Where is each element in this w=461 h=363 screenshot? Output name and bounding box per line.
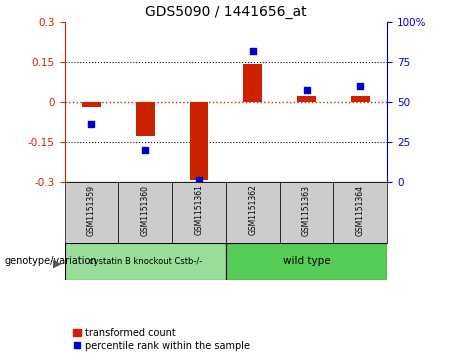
Bar bbox=[243, 64, 262, 102]
Bar bbox=[333, 182, 387, 243]
Text: GSM1151363: GSM1151363 bbox=[302, 184, 311, 236]
Point bbox=[357, 83, 364, 89]
Bar bbox=[351, 96, 370, 102]
Text: wild type: wild type bbox=[283, 256, 331, 266]
Point bbox=[249, 48, 256, 53]
Bar bbox=[82, 102, 101, 107]
Legend: transformed count, percentile rank within the sample: transformed count, percentile rank withi… bbox=[70, 324, 254, 355]
Text: GSM1151359: GSM1151359 bbox=[87, 184, 96, 236]
Text: GSM1151362: GSM1151362 bbox=[248, 184, 257, 236]
Point bbox=[195, 177, 203, 183]
Point bbox=[88, 121, 95, 127]
Text: genotype/variation: genotype/variation bbox=[5, 256, 97, 266]
Bar bbox=[226, 182, 280, 243]
Text: GSM1151361: GSM1151361 bbox=[195, 184, 203, 236]
Text: cystatin B knockout Cstb-/-: cystatin B knockout Cstb-/- bbox=[89, 257, 202, 266]
Bar bbox=[172, 182, 226, 243]
Bar bbox=[65, 243, 226, 280]
Bar bbox=[136, 102, 154, 136]
Bar bbox=[226, 243, 387, 280]
Text: GSM1151364: GSM1151364 bbox=[356, 184, 365, 236]
Text: ▶: ▶ bbox=[53, 258, 62, 268]
Bar bbox=[65, 182, 118, 243]
Bar bbox=[297, 96, 316, 102]
Point bbox=[142, 147, 149, 152]
Bar bbox=[280, 182, 333, 243]
Bar bbox=[118, 182, 172, 243]
Text: GSM1151360: GSM1151360 bbox=[141, 184, 150, 236]
Point bbox=[303, 87, 310, 93]
Title: GDS5090 / 1441656_at: GDS5090 / 1441656_at bbox=[145, 5, 307, 19]
Bar bbox=[189, 102, 208, 180]
